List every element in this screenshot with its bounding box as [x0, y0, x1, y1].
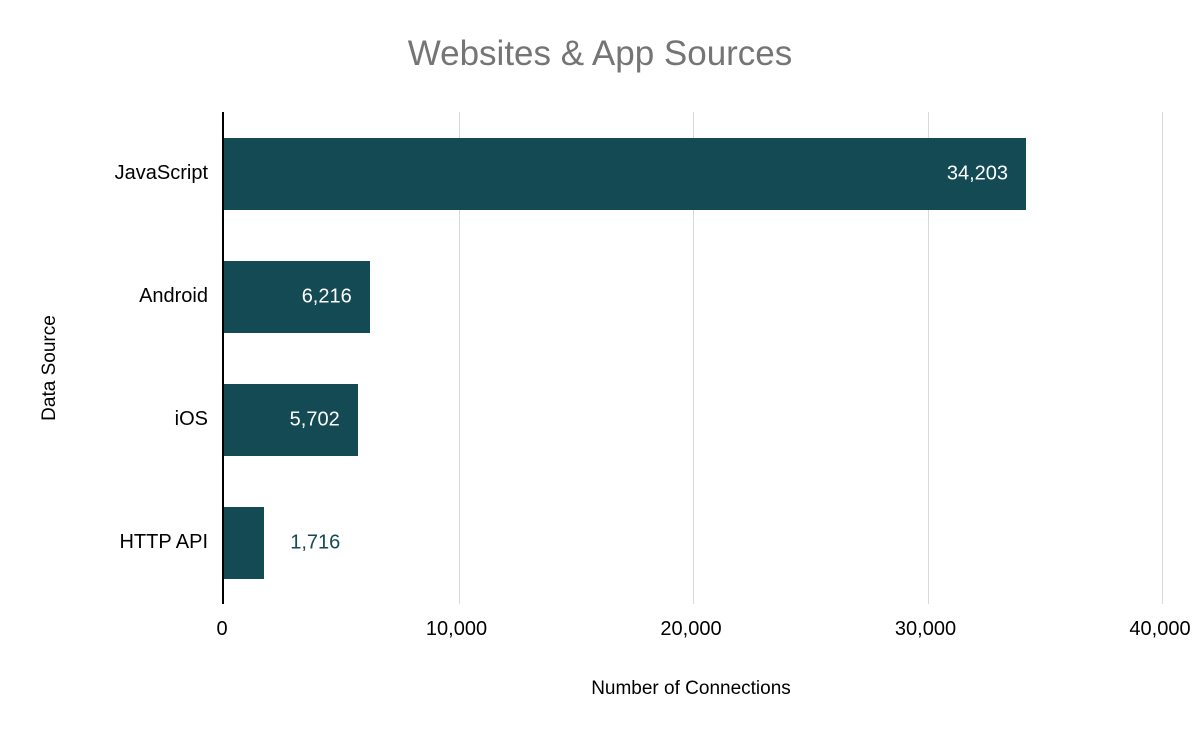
gridline	[693, 112, 694, 604]
x-axis-title: Number of Connections	[591, 678, 791, 699]
x-tick-label: 30,000	[894, 618, 957, 640]
value-label-ios: 5,702	[289, 408, 340, 430]
gridline	[1162, 112, 1163, 604]
gridline	[458, 112, 460, 604]
gridline	[927, 112, 929, 604]
value-label-android: 6,216	[301, 285, 352, 307]
x-tick-label: 40,000	[1129, 618, 1191, 640]
bar-row-http-api: HTTP API 1,716	[119, 481, 1162, 604]
bar-row-ios: iOS 5,702	[175, 358, 1162, 481]
category-label-android: Android	[139, 285, 208, 307]
bar-http-api[interactable]: 1,716	[224, 506, 340, 579]
plot-area: JavaScript 34,203 Android 6,216 iOS 5,702 HTTP…	[115, 112, 1163, 604]
category-label-http-api: HTTP API	[119, 531, 208, 553]
bar-android[interactable]: 6,216	[224, 260, 370, 333]
category-label-ios: iOS	[174, 408, 208, 430]
bar-javascript[interactable]: 34,203	[224, 137, 1027, 210]
category-label-javascript: JavaScript	[114, 162, 208, 184]
bar-row-android: Android 6,216	[139, 235, 1162, 358]
y-axis-title: Data Source	[39, 315, 60, 421]
x-tick-label: 0	[216, 618, 228, 640]
x-axis-ticks: 0 10,000 20,000 30,000 40,000	[216, 618, 1190, 646]
chart-title: Websites & App Sources	[407, 34, 793, 73]
bar-row-javascript: JavaScript 34,203	[115, 112, 1162, 235]
x-tick-label: 20,000	[660, 618, 722, 640]
value-label-http-api: 1,716	[290, 531, 341, 553]
value-label-javascript: 34,203	[946, 162, 1009, 184]
x-tick-label: 10,000	[425, 618, 488, 640]
bar-ios[interactable]: 5,702	[224, 383, 358, 456]
